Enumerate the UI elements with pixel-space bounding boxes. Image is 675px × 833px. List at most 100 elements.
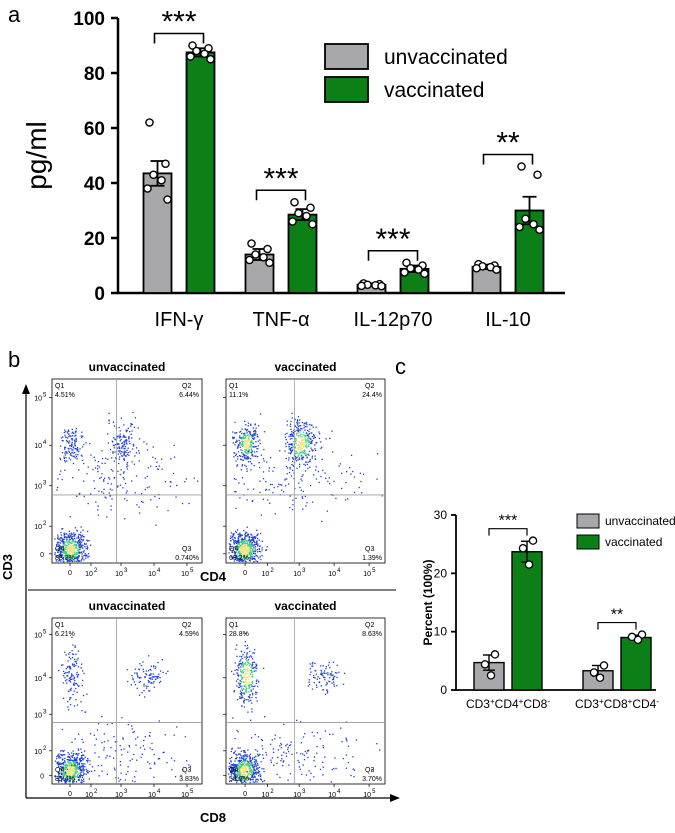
flow-event-dot [247,773,249,776]
flow-event-dot [312,662,314,664]
flow-event-dot [342,757,344,760]
flow-event-dot [86,693,88,695]
flow-event-dot [255,755,257,757]
flow-event-dot [244,433,246,435]
flow-event-dot [87,553,90,555]
flow-event-dot [251,441,253,443]
flow-event-dot [238,770,241,772]
flow-event-dot [283,491,285,493]
flow-event-dot [58,549,61,551]
flow-event-dot [122,436,124,438]
flow-event-dot [237,542,239,544]
flow-event-dot [69,779,71,781]
flow-event-dot [114,750,117,752]
flow-event-dot [243,450,246,453]
flow-y-tick-exp: 3 [43,481,47,487]
flow-event-dot [257,543,259,545]
flow-event-dot [254,536,256,538]
flow-event-dot [137,676,139,678]
flow-event-dot [296,719,298,721]
flow-event-dot [255,455,257,457]
flow-event-dot [300,742,302,744]
flow-event-dot [302,439,304,441]
flow-event-dot [235,757,237,760]
flow-event-dot [57,761,59,763]
flow-event-dot [64,781,66,784]
flow-event-dot [145,687,148,689]
flow-event-dot [302,490,304,492]
data-point [290,197,299,207]
flow-event-dot [70,443,73,445]
flow-event-dot [285,755,288,757]
flow-event-dot [237,533,239,536]
flow-event-dot [246,439,249,442]
flow-event-dot [151,749,153,751]
flow-event-dot [251,541,254,544]
flow-event-dot [254,548,256,550]
flow-event-dot [83,536,85,538]
flow-event-dot [237,456,239,458]
flow-event-dot [108,422,110,424]
flow-event-dot [371,769,373,771]
flow-event-dot [254,769,256,771]
flow-event-dot [121,717,123,719]
significance-bracket [597,621,637,630]
flow-event-dot [110,469,113,471]
data-point [186,52,195,61]
flow-event-dot [138,694,141,696]
flow-event-dot [240,681,242,683]
flow-event-dot [61,772,64,775]
flow-event-dot [291,433,293,435]
flow-event-dot [237,458,239,460]
flow-event-dot [299,429,301,431]
flow-event-dot [72,644,74,646]
flow-event-dot [82,768,84,770]
flow-event-dot [67,706,69,708]
flow-event-dot [75,555,77,557]
flow-event-dot [150,465,152,467]
flow-event-dot [318,481,320,484]
flow-event-dot [328,680,330,682]
flow-event-dot [68,539,70,542]
flow-event-dot [237,763,239,765]
flow-event-dot [244,443,247,445]
flow-event-dot [288,457,290,459]
flow-event-dot [242,773,244,776]
flow-event-dot [234,662,236,664]
flow-event-dot [70,776,72,778]
flow-event-dot [249,767,251,769]
flow-event-dot [287,748,289,751]
flow-event-dot [63,560,65,563]
flow-event-dot [73,757,76,759]
flow-event-dot [156,675,159,678]
flow-event-dot [66,432,69,434]
data-point [294,208,303,218]
flow-event-dot [232,533,234,535]
flow-event-dot [75,758,77,760]
flow-event-dot [119,451,121,453]
flow-event-dot [74,457,76,459]
flow-event-dot [246,660,248,662]
flow-event-dot [68,538,71,540]
flow-event-dot [237,550,239,553]
flow-event-dot [307,445,310,447]
flow-event-dot [246,772,248,774]
flow-event-dot [308,450,311,453]
flow-event-dot [65,431,67,433]
flow-event-dot [62,560,64,562]
flow-event-dot [254,433,256,435]
flow-event-dot [291,431,293,433]
flow-event-dot [252,443,254,445]
flow-event-dot [240,773,242,775]
flow-event-dot [66,452,68,455]
flow-event-dot [235,441,237,443]
panel-label-c: c [395,354,406,379]
flow-event-dot [65,536,68,538]
flow-event-dot [237,552,239,554]
flow-event-dot [77,767,79,769]
flow-event-dot [123,453,125,455]
flow-event-dot [64,677,66,679]
flow-event-dot [181,502,184,505]
flow-event-dot [113,736,115,738]
flow-event-dot [246,764,248,766]
